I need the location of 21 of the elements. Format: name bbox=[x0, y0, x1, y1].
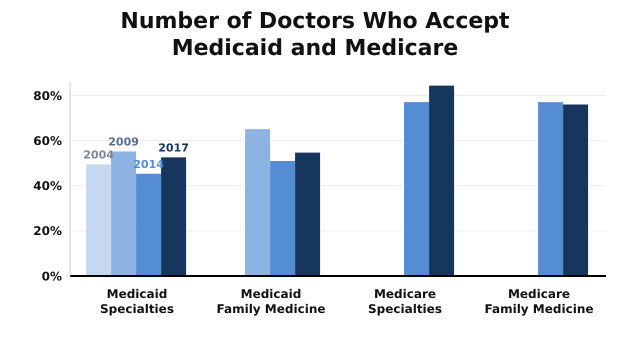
bar bbox=[86, 164, 112, 276]
y-tick-label: 80% bbox=[33, 88, 62, 103]
series-label: 2017 bbox=[158, 141, 189, 154]
bar bbox=[563, 104, 588, 276]
x-tick-label: Medicaid Family Medicine bbox=[216, 287, 326, 316]
x-tick-label: Medicaid Specialties bbox=[100, 287, 174, 316]
series-label: 2009 bbox=[108, 135, 139, 148]
x-tick-label: Medicare Family Medicine bbox=[484, 287, 594, 316]
y-tick-label: 40% bbox=[33, 179, 62, 194]
bar bbox=[136, 174, 162, 276]
bar bbox=[429, 86, 454, 276]
bar bbox=[245, 129, 270, 276]
y-tick-label: 0% bbox=[42, 269, 62, 284]
bar bbox=[270, 160, 296, 276]
bar bbox=[538, 102, 564, 276]
chart-title: Number of Doctors Who Accept Medicaid and Medicare bbox=[119, 8, 511, 62]
bar bbox=[295, 152, 320, 276]
y-tick-label: 20% bbox=[33, 224, 62, 238]
x-tick-label: Medicare Specialties bbox=[368, 287, 442, 316]
bar bbox=[404, 102, 430, 276]
y-tick-label: 60% bbox=[33, 134, 62, 148]
